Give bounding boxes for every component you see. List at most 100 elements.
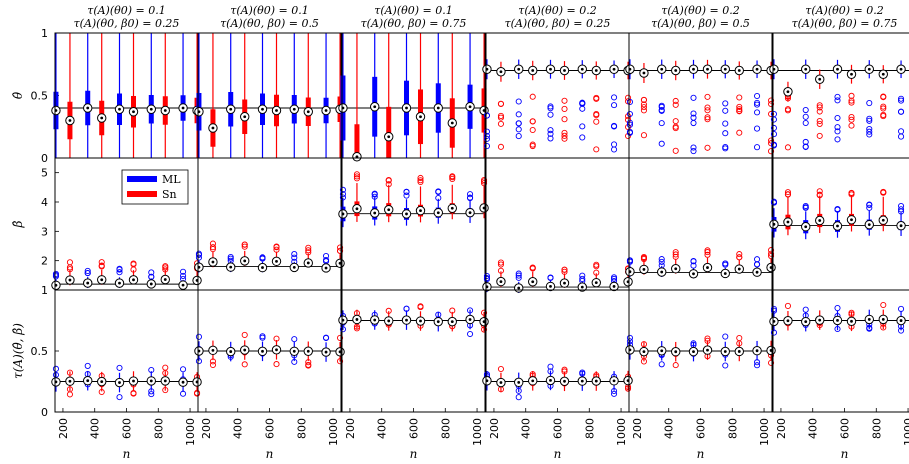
outlier bbox=[866, 128, 873, 135]
outlier bbox=[626, 334, 633, 341]
outlier bbox=[259, 334, 266, 341]
outlier bbox=[241, 243, 248, 250]
outlier bbox=[273, 361, 280, 368]
x-tick-label: 600 bbox=[264, 418, 277, 439]
outlier bbox=[611, 141, 618, 148]
outlier bbox=[658, 120, 665, 127]
outlier bbox=[690, 148, 697, 155]
panel bbox=[769, 32, 909, 159]
outlier bbox=[768, 252, 775, 260]
outlier bbox=[130, 390, 137, 397]
outlier bbox=[180, 390, 187, 397]
median-dot bbox=[100, 380, 104, 384]
outlier bbox=[130, 266, 137, 273]
outlier bbox=[481, 309, 488, 316]
outlier bbox=[593, 263, 600, 270]
outlier bbox=[467, 191, 474, 198]
row-axis-label: θ̂ bbox=[11, 91, 25, 99]
outlier bbox=[866, 100, 873, 107]
median-dot bbox=[867, 318, 871, 321]
outlier bbox=[547, 103, 554, 110]
outlier bbox=[148, 391, 155, 398]
outlier bbox=[722, 120, 729, 127]
outlier bbox=[704, 104, 711, 111]
median-dot bbox=[517, 286, 521, 290]
outlier bbox=[66, 391, 73, 398]
outlier bbox=[834, 97, 841, 104]
outlier bbox=[640, 358, 647, 365]
outlier bbox=[547, 111, 554, 118]
x-tick-label: 400 bbox=[232, 418, 245, 439]
outlier bbox=[180, 268, 187, 275]
median-dot bbox=[86, 281, 90, 285]
outlier bbox=[880, 103, 887, 110]
row-axis-label: β̂ bbox=[11, 220, 25, 228]
outlier bbox=[611, 94, 618, 101]
outlier bbox=[497, 267, 504, 274]
y-tick-label: 0 bbox=[41, 406, 48, 419]
outlier bbox=[515, 126, 522, 133]
x-tick-label: 800 bbox=[295, 418, 308, 439]
median-dot bbox=[836, 67, 839, 71]
median-dot bbox=[355, 318, 359, 321]
x-tick-label: 600 bbox=[695, 418, 708, 439]
outlier bbox=[515, 98, 522, 105]
outlier bbox=[690, 110, 697, 117]
outlier bbox=[722, 130, 729, 137]
outlier bbox=[180, 272, 187, 279]
panel bbox=[194, 32, 345, 159]
column-title-line2: τ(A)(θ0, β0) = 0.75 bbox=[361, 17, 467, 30]
outlier bbox=[768, 137, 775, 144]
median-dot bbox=[674, 350, 678, 354]
median-dot bbox=[818, 77, 822, 81]
median-dot bbox=[163, 379, 167, 383]
median-dot bbox=[100, 116, 104, 120]
median-dot bbox=[499, 280, 503, 284]
outlier bbox=[547, 135, 554, 142]
median-dot bbox=[292, 349, 296, 353]
outlier bbox=[385, 177, 392, 184]
outlier bbox=[898, 97, 905, 104]
median-dot bbox=[642, 268, 646, 271]
outlier bbox=[385, 181, 392, 188]
outlier bbox=[704, 247, 711, 254]
legend-swatch bbox=[127, 176, 157, 182]
panel-frame bbox=[197, 157, 342, 291]
outlier bbox=[722, 100, 729, 107]
outlier bbox=[305, 244, 312, 251]
median-dot bbox=[755, 270, 759, 274]
panel-frame bbox=[485, 157, 630, 291]
outlier bbox=[547, 127, 554, 134]
outlier bbox=[84, 267, 91, 274]
column-title-line2: τ(A)(θ0, β0) = 0.25 bbox=[74, 17, 180, 30]
median-dot bbox=[275, 348, 278, 352]
median-dot bbox=[642, 71, 646, 75]
outlier bbox=[672, 249, 679, 256]
panel bbox=[482, 157, 633, 293]
outlier bbox=[579, 134, 586, 141]
median-dot bbox=[549, 284, 552, 288]
outlier bbox=[209, 244, 216, 251]
outlier bbox=[690, 119, 697, 127]
y-tick-label: 1 bbox=[41, 27, 48, 40]
median-dot bbox=[181, 106, 185, 110]
outlier bbox=[754, 125, 761, 132]
outlier bbox=[337, 247, 344, 254]
outlier bbox=[722, 333, 729, 340]
median-dot bbox=[531, 69, 535, 72]
median-dot bbox=[132, 278, 135, 282]
outlier bbox=[736, 106, 743, 113]
outlier bbox=[467, 307, 474, 314]
median-dot bbox=[163, 109, 167, 112]
legend-box bbox=[121, 169, 189, 205]
median-dot bbox=[836, 224, 839, 228]
outlier bbox=[880, 105, 887, 112]
outlier bbox=[736, 129, 743, 136]
outlier bbox=[66, 369, 73, 376]
outlier bbox=[834, 93, 841, 100]
median-dot bbox=[899, 319, 903, 322]
outlier bbox=[736, 103, 743, 110]
median-dot bbox=[132, 110, 135, 114]
outlier bbox=[337, 244, 344, 251]
